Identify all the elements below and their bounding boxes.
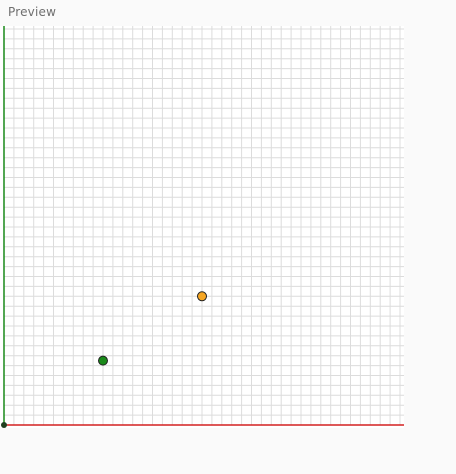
point-green[interactable]: [98, 355, 108, 366]
points-layer: [98, 291, 207, 366]
preview-canvas[interactable]: [0, 26, 404, 428]
origin-marker: [1, 422, 7, 428]
panel-title: Preview: [8, 5, 57, 19]
grid-canvas[interactable]: [0, 26, 404, 428]
grid-lines: [3, 26, 404, 426]
point-orange[interactable]: [197, 291, 207, 302]
